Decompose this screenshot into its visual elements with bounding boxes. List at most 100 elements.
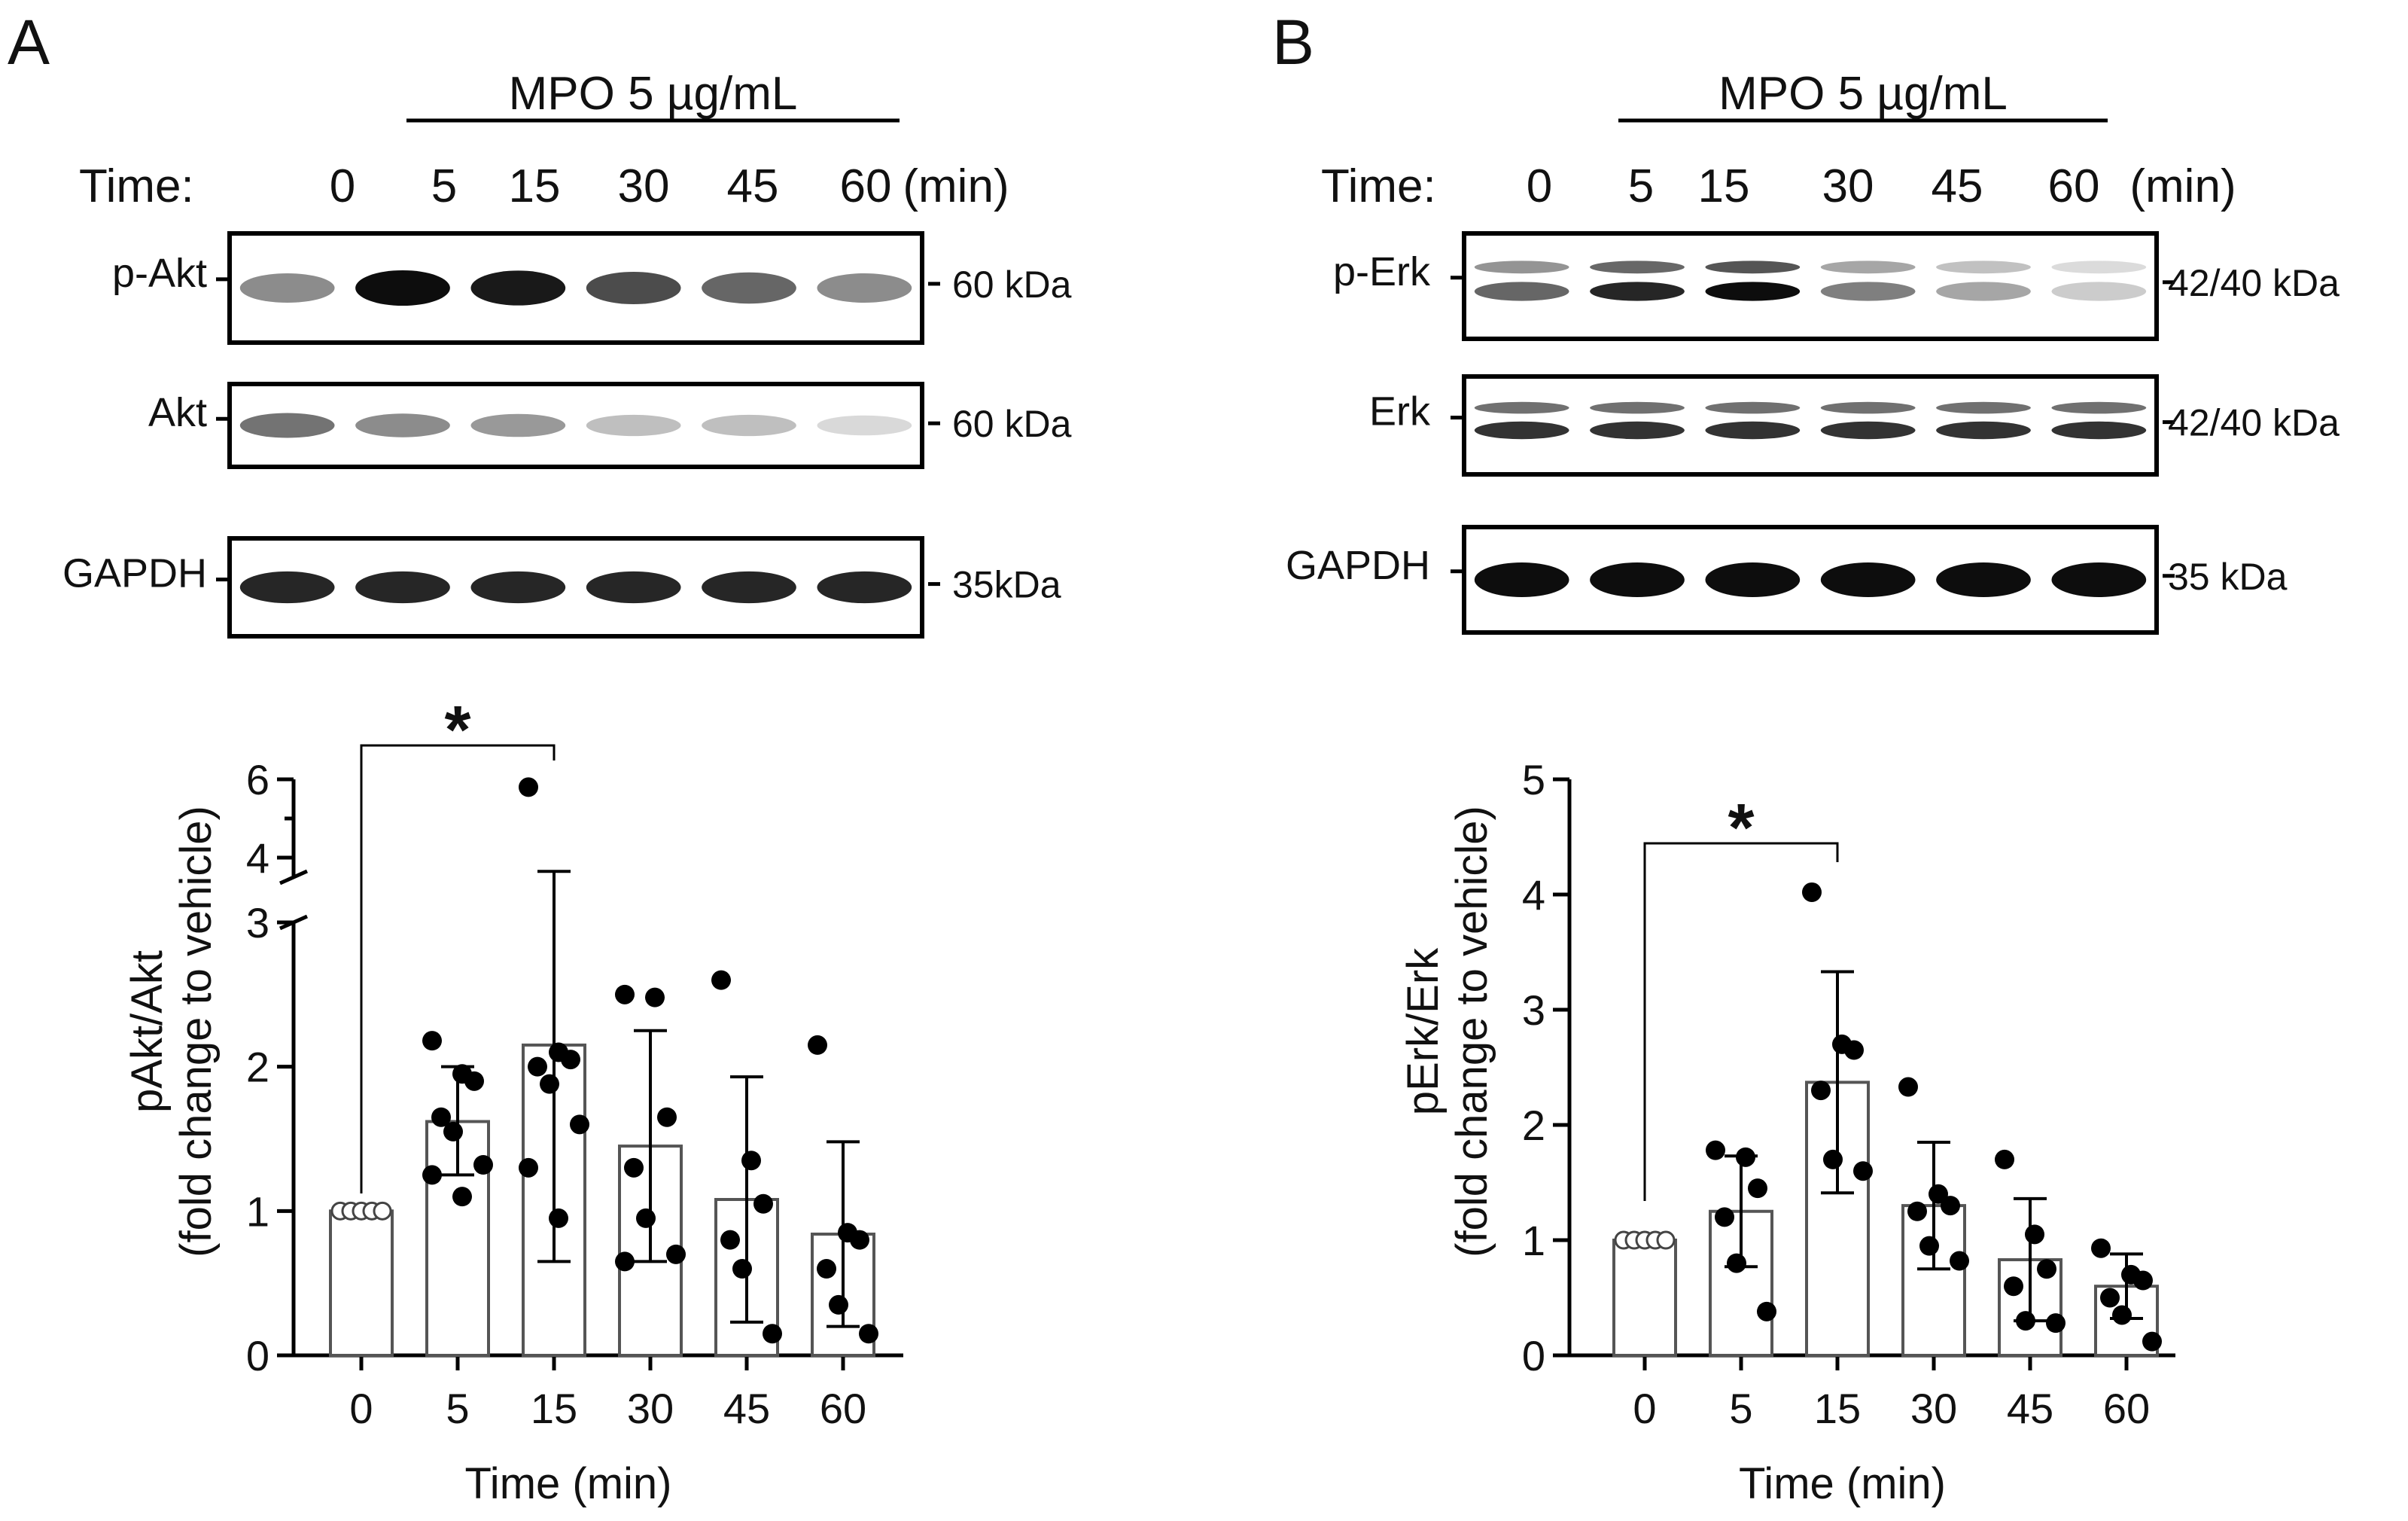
blot-band: [1474, 421, 1569, 440]
blot-kda-label: 42/40 kDa: [2168, 402, 2340, 444]
treatment-label: MPO 5 µg/mL: [1718, 68, 2008, 120]
data-point: [2100, 1288, 2120, 1308]
blot-band: [1820, 261, 1916, 274]
blot-band: [1820, 282, 1916, 301]
data-point: [528, 1056, 547, 1077]
blot-label: GAPDH: [1286, 543, 1430, 588]
treatment-label: MPO 5 µg/mL: [509, 68, 798, 120]
blot-frame: [227, 536, 924, 639]
blot-band: [1936, 421, 2031, 440]
data-point: [464, 1071, 484, 1091]
y-tick-label: 4: [246, 834, 269, 882]
blot-band: [1820, 562, 1916, 597]
blot-band: [1936, 282, 2031, 301]
blot-band: [1590, 261, 1685, 274]
data-point: [1748, 1178, 1767, 1199]
x-tick-label: 15: [1814, 1385, 1861, 1432]
data-point: [452, 1187, 472, 1207]
blot-label: Akt: [148, 390, 207, 435]
blot-band: [1474, 401, 1569, 414]
bar: [329, 1209, 394, 1358]
blot-band: [470, 413, 566, 437]
data-point: [2112, 1305, 2132, 1325]
data-point: [859, 1324, 878, 1344]
axis-break-mark: [279, 869, 309, 885]
data-point: [666, 1244, 686, 1264]
blot-band: [817, 273, 912, 303]
blot-label: Erk: [1369, 389, 1431, 434]
data-point: [1802, 882, 1822, 902]
data-point: [829, 1294, 848, 1315]
significance-bracket: [360, 744, 556, 1193]
data-point: [741, 1151, 761, 1171]
data-point: [422, 1031, 442, 1051]
y-tick-label: 1: [246, 1187, 269, 1235]
blot-label: p-Erk: [1333, 249, 1431, 294]
blot-band: [470, 270, 566, 306]
significance-star: *: [444, 693, 470, 768]
x-tick-label: 30: [1910, 1385, 1957, 1432]
blot-band: [1474, 282, 1569, 301]
blot-label: GAPDH: [62, 551, 207, 596]
blot-band: [702, 414, 796, 437]
blot-band: [586, 271, 681, 305]
x-tick-label: 45: [723, 1385, 770, 1432]
data-point: [763, 1324, 782, 1344]
blot-frame: [1462, 525, 2159, 635]
data-point: [1995, 1149, 2014, 1169]
data-point: [443, 1121, 463, 1142]
blot-band: [1474, 562, 1569, 597]
blot-band: [2051, 401, 2147, 414]
data-point: [615, 1251, 635, 1272]
panel-letter: B: [1272, 7, 1314, 78]
blot-band: [702, 272, 796, 304]
data-point-open: [373, 1201, 392, 1221]
x-tick-label: 0: [349, 1385, 373, 1432]
data-point: [1823, 1149, 1843, 1169]
blot-frame: [227, 231, 924, 345]
data-point: [1941, 1196, 1960, 1216]
data-point: [657, 1107, 677, 1127]
y-axis-title: pAkt/Akt: [123, 950, 172, 1113]
blot-kda-label: 60 kDa: [952, 264, 1072, 306]
x-axis-title: Time (min): [1739, 1459, 1946, 1508]
blot-band: [355, 413, 450, 437]
data-point: [645, 987, 665, 1007]
time-label: Time:: [1321, 160, 1436, 212]
data-point: [808, 1035, 827, 1055]
data-point: [1757, 1301, 1776, 1321]
data-point: [2091, 1238, 2111, 1258]
blot-band: [1936, 562, 2031, 597]
lane-label: 45: [1932, 160, 1983, 212]
data-point: [2046, 1313, 2066, 1334]
y-axis-subtitle: (fold change to vehicle): [1448, 806, 1496, 1257]
data-point: [720, 1230, 740, 1250]
blot-band: [239, 413, 335, 438]
x-tick-label: 0: [1633, 1385, 1656, 1432]
blot-band: [239, 571, 335, 604]
panel-letter: A: [8, 7, 50, 78]
y-tick-label: 2: [246, 1044, 269, 1091]
y-tick-label: 1: [1522, 1217, 1545, 1264]
blot-band: [1590, 562, 1685, 597]
blot-band: [470, 571, 566, 604]
blot-band: [1590, 401, 1685, 414]
blot-band: [2051, 421, 2147, 440]
data-point: [1898, 1077, 1918, 1097]
blot-band: [1474, 261, 1569, 274]
data-point: [2133, 1270, 2153, 1291]
x-tick-label: 45: [2007, 1385, 2053, 1432]
blot-frame: [227, 382, 924, 469]
blot-band: [1590, 282, 1685, 301]
data-point: [561, 1050, 580, 1070]
x-tick-label: 60: [2103, 1385, 2150, 1432]
blot-band: [702, 571, 796, 604]
blot-kda-label: 35kDa: [952, 564, 1061, 606]
y-tick-label: 0: [246, 1332, 269, 1379]
blot-kda-label: 42/40 kDa: [2168, 262, 2340, 304]
data-point: [2037, 1259, 2056, 1279]
time-unit-label: (min): [2129, 160, 2236, 212]
data-point: [1736, 1147, 1755, 1167]
lane-label: 0: [330, 160, 355, 212]
